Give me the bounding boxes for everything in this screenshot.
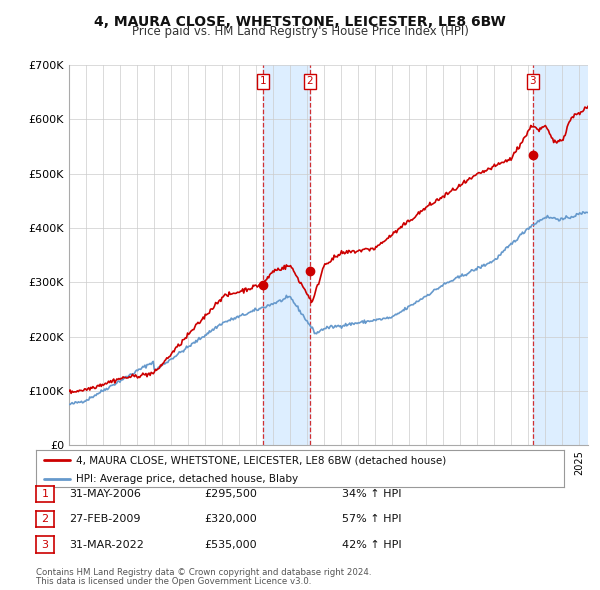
Text: HPI: Average price, detached house, Blaby: HPI: Average price, detached house, Blab… [76,474,298,484]
Text: £295,500: £295,500 [204,489,257,499]
Text: £535,000: £535,000 [204,540,257,549]
Text: 1: 1 [41,489,49,499]
Text: Contains HM Land Registry data © Crown copyright and database right 2024.: Contains HM Land Registry data © Crown c… [36,568,371,577]
Text: Price paid vs. HM Land Registry's House Price Index (HPI): Price paid vs. HM Land Registry's House … [131,25,469,38]
Text: 34% ↑ HPI: 34% ↑ HPI [342,489,401,499]
Bar [263,65,310,445]
Text: 57% ↑ HPI: 57% ↑ HPI [342,514,401,524]
Text: 3: 3 [41,540,49,549]
Text: 2: 2 [41,514,49,524]
Text: 42% ↑ HPI: 42% ↑ HPI [342,540,401,549]
Text: 27-FEB-2009: 27-FEB-2009 [69,514,140,524]
Text: 3: 3 [529,76,536,86]
Text: £320,000: £320,000 [204,514,257,524]
Bar [533,65,588,445]
Text: 4, MAURA CLOSE, WHETSTONE, LEICESTER, LE8 6BW: 4, MAURA CLOSE, WHETSTONE, LEICESTER, LE… [94,15,506,29]
Text: 2: 2 [307,76,313,86]
Text: 4, MAURA CLOSE, WHETSTONE, LEICESTER, LE8 6BW (detached house): 4, MAURA CLOSE, WHETSTONE, LEICESTER, LE… [76,455,446,465]
Text: This data is licensed under the Open Government Licence v3.0.: This data is licensed under the Open Gov… [36,577,311,586]
Text: 31-MAR-2022: 31-MAR-2022 [69,540,144,549]
Text: 1: 1 [260,76,266,86]
Text: 31-MAY-2006: 31-MAY-2006 [69,489,141,499]
